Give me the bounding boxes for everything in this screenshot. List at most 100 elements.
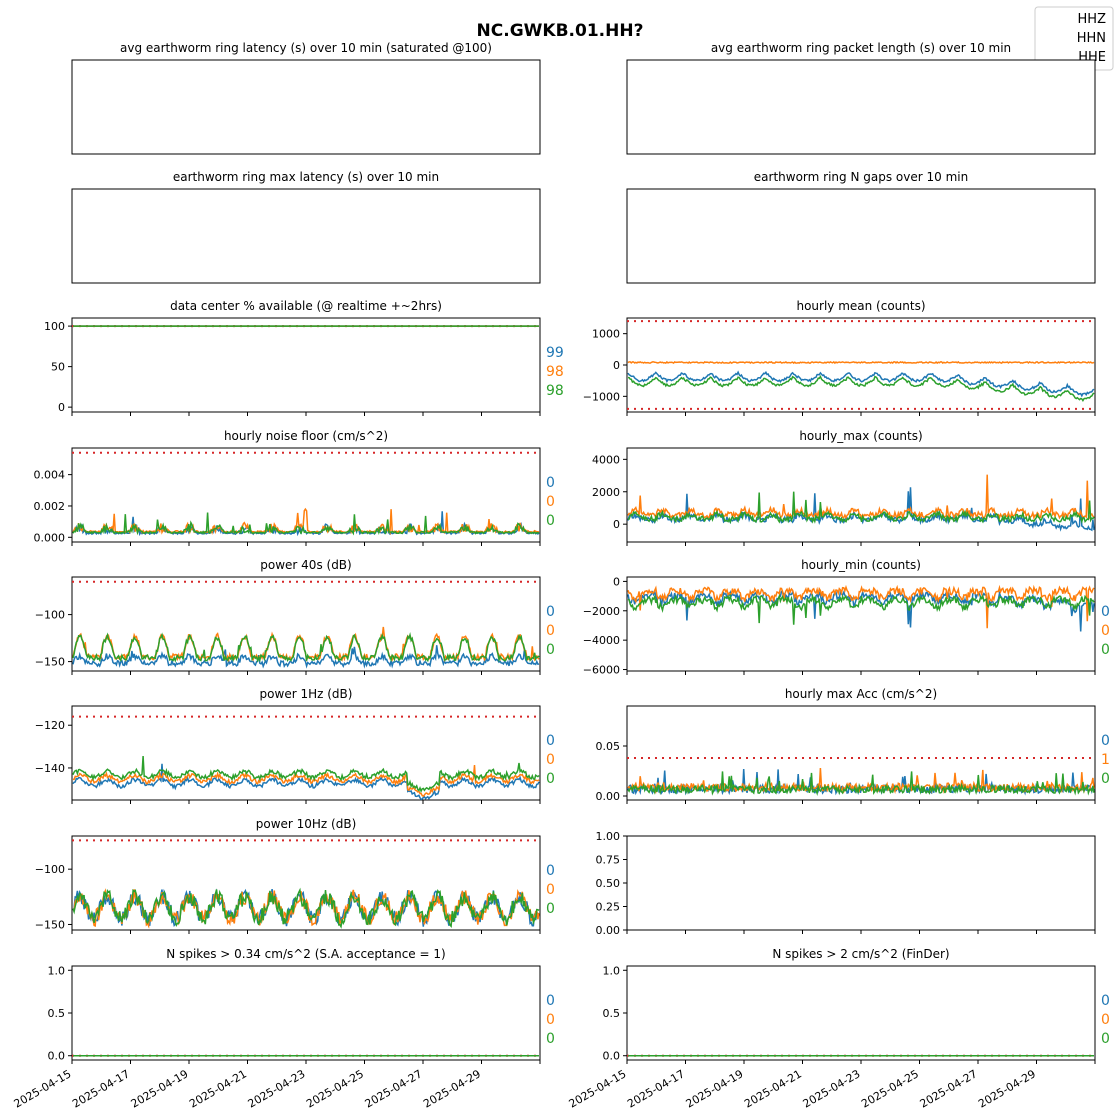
- subplot-title: data center % available (@ realtime +~2h…: [170, 299, 442, 313]
- side-label-hhn: 0: [546, 494, 555, 510]
- legend: HHZ HHN HHE: [1034, 6, 1114, 71]
- figure-title: NC.GWKB.01.HH?: [477, 21, 644, 41]
- side-label-hhn: 0: [546, 623, 555, 639]
- subplot-p5: hourly mean (counts) 1000 0 −1000: [583, 299, 1096, 416]
- x-tick-label: 2025-04-27: [918, 1067, 980, 1110]
- series-line-hhe: [72, 887, 540, 929]
- side-label-hhz: 99: [546, 345, 564, 361]
- side-label-hhn: 98: [546, 364, 564, 380]
- side-label-hhe: 0: [1101, 642, 1110, 658]
- series-line-hhe: [627, 771, 1095, 797]
- y-tick-label: 0.5: [48, 1007, 66, 1020]
- y-tick-label: 0.0: [603, 1050, 621, 1063]
- side-label-hhn: 0: [1101, 1012, 1110, 1028]
- y-tick-label: −140: [35, 762, 65, 775]
- series-line-hhz: [72, 645, 540, 669]
- x-tick-label: 2025-04-17: [70, 1067, 132, 1110]
- side-label-hhn: 0: [546, 882, 555, 898]
- subplot-title: earthworm ring N gaps over 10 min: [754, 170, 968, 184]
- y-tick-label: 4000: [592, 453, 620, 466]
- x-tick-label: 2025-04-17: [625, 1067, 687, 1110]
- y-tick-label: 0: [613, 518, 620, 531]
- side-label-hhz: 0: [1101, 993, 1110, 1009]
- axes-frame: [626, 835, 1096, 931]
- y-tick-label: 0: [58, 401, 65, 414]
- subplot-p6: hourly noise floor (cm/s^2) 0.004 0.002 0.0…: [34, 429, 555, 546]
- axes-frame: [626, 447, 1096, 543]
- legend-entry-hhz: HHZ: [1078, 12, 1107, 27]
- side-label-hhe: 0: [546, 901, 555, 917]
- subplot-grid: avg earthworm ring latency (s) over 10 m…: [12, 41, 1110, 1111]
- series-line-hhe: [627, 491, 1095, 525]
- side-label-hhn: 0: [546, 1012, 555, 1028]
- subplot-title: hourly_min (counts): [801, 558, 921, 572]
- y-tick-label: 0.25: [596, 901, 621, 914]
- y-tick-label: 0.05: [596, 740, 621, 753]
- series-line-hhe: [72, 632, 540, 663]
- subplot-p0: avg earthworm ring latency (s) over 10 m…: [71, 41, 541, 155]
- side-label-hhe: 0: [546, 642, 555, 658]
- side-label-hhz: 0: [1101, 604, 1110, 620]
- side-label-hhe: 0: [546, 771, 555, 787]
- subplot-p15: N spikes > 2 cm/s^2 (FinDer) 1.0 0.5 0.0 0 0 0…: [567, 947, 1110, 1111]
- x-tick-label: 2025-04-19: [684, 1067, 746, 1110]
- y-tick-label: 0.50: [596, 877, 621, 890]
- series-line-hhn: [627, 474, 1095, 520]
- side-label-hhz: 0: [546, 733, 555, 749]
- series-line-hhn: [627, 360, 1095, 365]
- side-label-hhz: 0: [546, 604, 555, 620]
- series-line-hhe: [72, 512, 540, 536]
- x-tick-label: 2025-04-21: [742, 1067, 804, 1110]
- subplot-title: hourly_max (counts): [799, 429, 922, 443]
- subplot-title: avg earthworm ring latency (s) over 10 m…: [120, 41, 492, 55]
- axes-frame: [71, 705, 541, 801]
- side-label-hhz: 0: [1101, 733, 1110, 749]
- subplot-p14: N spikes > 0.34 cm/s^2 (S.A. acceptance …: [12, 947, 555, 1111]
- x-tick-label: 2025-04-15: [12, 1067, 74, 1110]
- axes-frame: [626, 59, 1096, 155]
- side-label-hhn: 1: [1101, 752, 1110, 768]
- y-tick-label: −100: [35, 863, 65, 876]
- side-label-hhn: 0: [1101, 623, 1110, 639]
- y-tick-label: −150: [35, 656, 65, 669]
- x-tick-label: 2025-04-29: [976, 1067, 1038, 1110]
- subplot-p2: earthworm ring max latency (s) over 10 m…: [71, 170, 541, 284]
- side-label-hhz: 0: [546, 863, 555, 879]
- series-line-hhn: [72, 764, 540, 798]
- subplot-p8: power 40s (dB) −100 −150 0 0 0: [35, 558, 555, 675]
- y-tick-label: −1000: [583, 390, 620, 403]
- y-tick-label: 0.004: [34, 469, 66, 482]
- x-tick-label: 2025-04-15: [567, 1067, 629, 1110]
- subplot-title: hourly mean (counts): [796, 299, 925, 313]
- y-tick-label: 0.75: [596, 854, 621, 867]
- side-label-hhe: 0: [546, 1031, 555, 1047]
- y-tick-label: 1.00: [596, 830, 621, 843]
- subplot-title: avg earthworm ring packet length (s) ove…: [711, 41, 1011, 55]
- axes-frame: [71, 317, 541, 413]
- series-line-hhz: [72, 763, 540, 801]
- y-tick-label: 1000: [592, 328, 620, 341]
- y-tick-label: −100: [35, 609, 65, 622]
- axes-frame: [626, 317, 1096, 413]
- subplot-title: hourly noise floor (cm/s^2): [224, 429, 388, 443]
- y-tick-label: −2000: [583, 605, 620, 618]
- subplot-p4: data center % available (@ realtime +~2h…: [44, 299, 564, 416]
- side-label-hhz: 0: [546, 475, 555, 491]
- subplot-title: hourly max Acc (cm/s^2): [785, 687, 937, 701]
- subplot-p13: 1.00 0.75 0.50 0.25 0.00: [596, 830, 1096, 937]
- series-line-hhz: [627, 370, 1095, 398]
- y-tick-label: 2000: [592, 486, 620, 499]
- axes-frame: [626, 576, 1096, 672]
- series-line-hhe: [627, 593, 1095, 625]
- side-label-hhn: 0: [546, 752, 555, 768]
- y-tick-label: 0.000: [34, 531, 66, 544]
- series-line-hhe: [628, 375, 1095, 403]
- subplot-title: power 40s (dB): [260, 558, 351, 572]
- axes-frame: [71, 188, 541, 284]
- subplot-p10: power 1Hz (dB) −120 −140 0 0 0: [35, 687, 555, 804]
- subplot-title: earthworm ring max latency (s) over 10 m…: [173, 170, 439, 184]
- y-tick-label: 1.0: [603, 964, 621, 977]
- series-line-hhn: [627, 584, 1095, 629]
- x-tick-label: 2025-04-25: [304, 1067, 366, 1110]
- side-label-hhe: 98: [546, 383, 564, 399]
